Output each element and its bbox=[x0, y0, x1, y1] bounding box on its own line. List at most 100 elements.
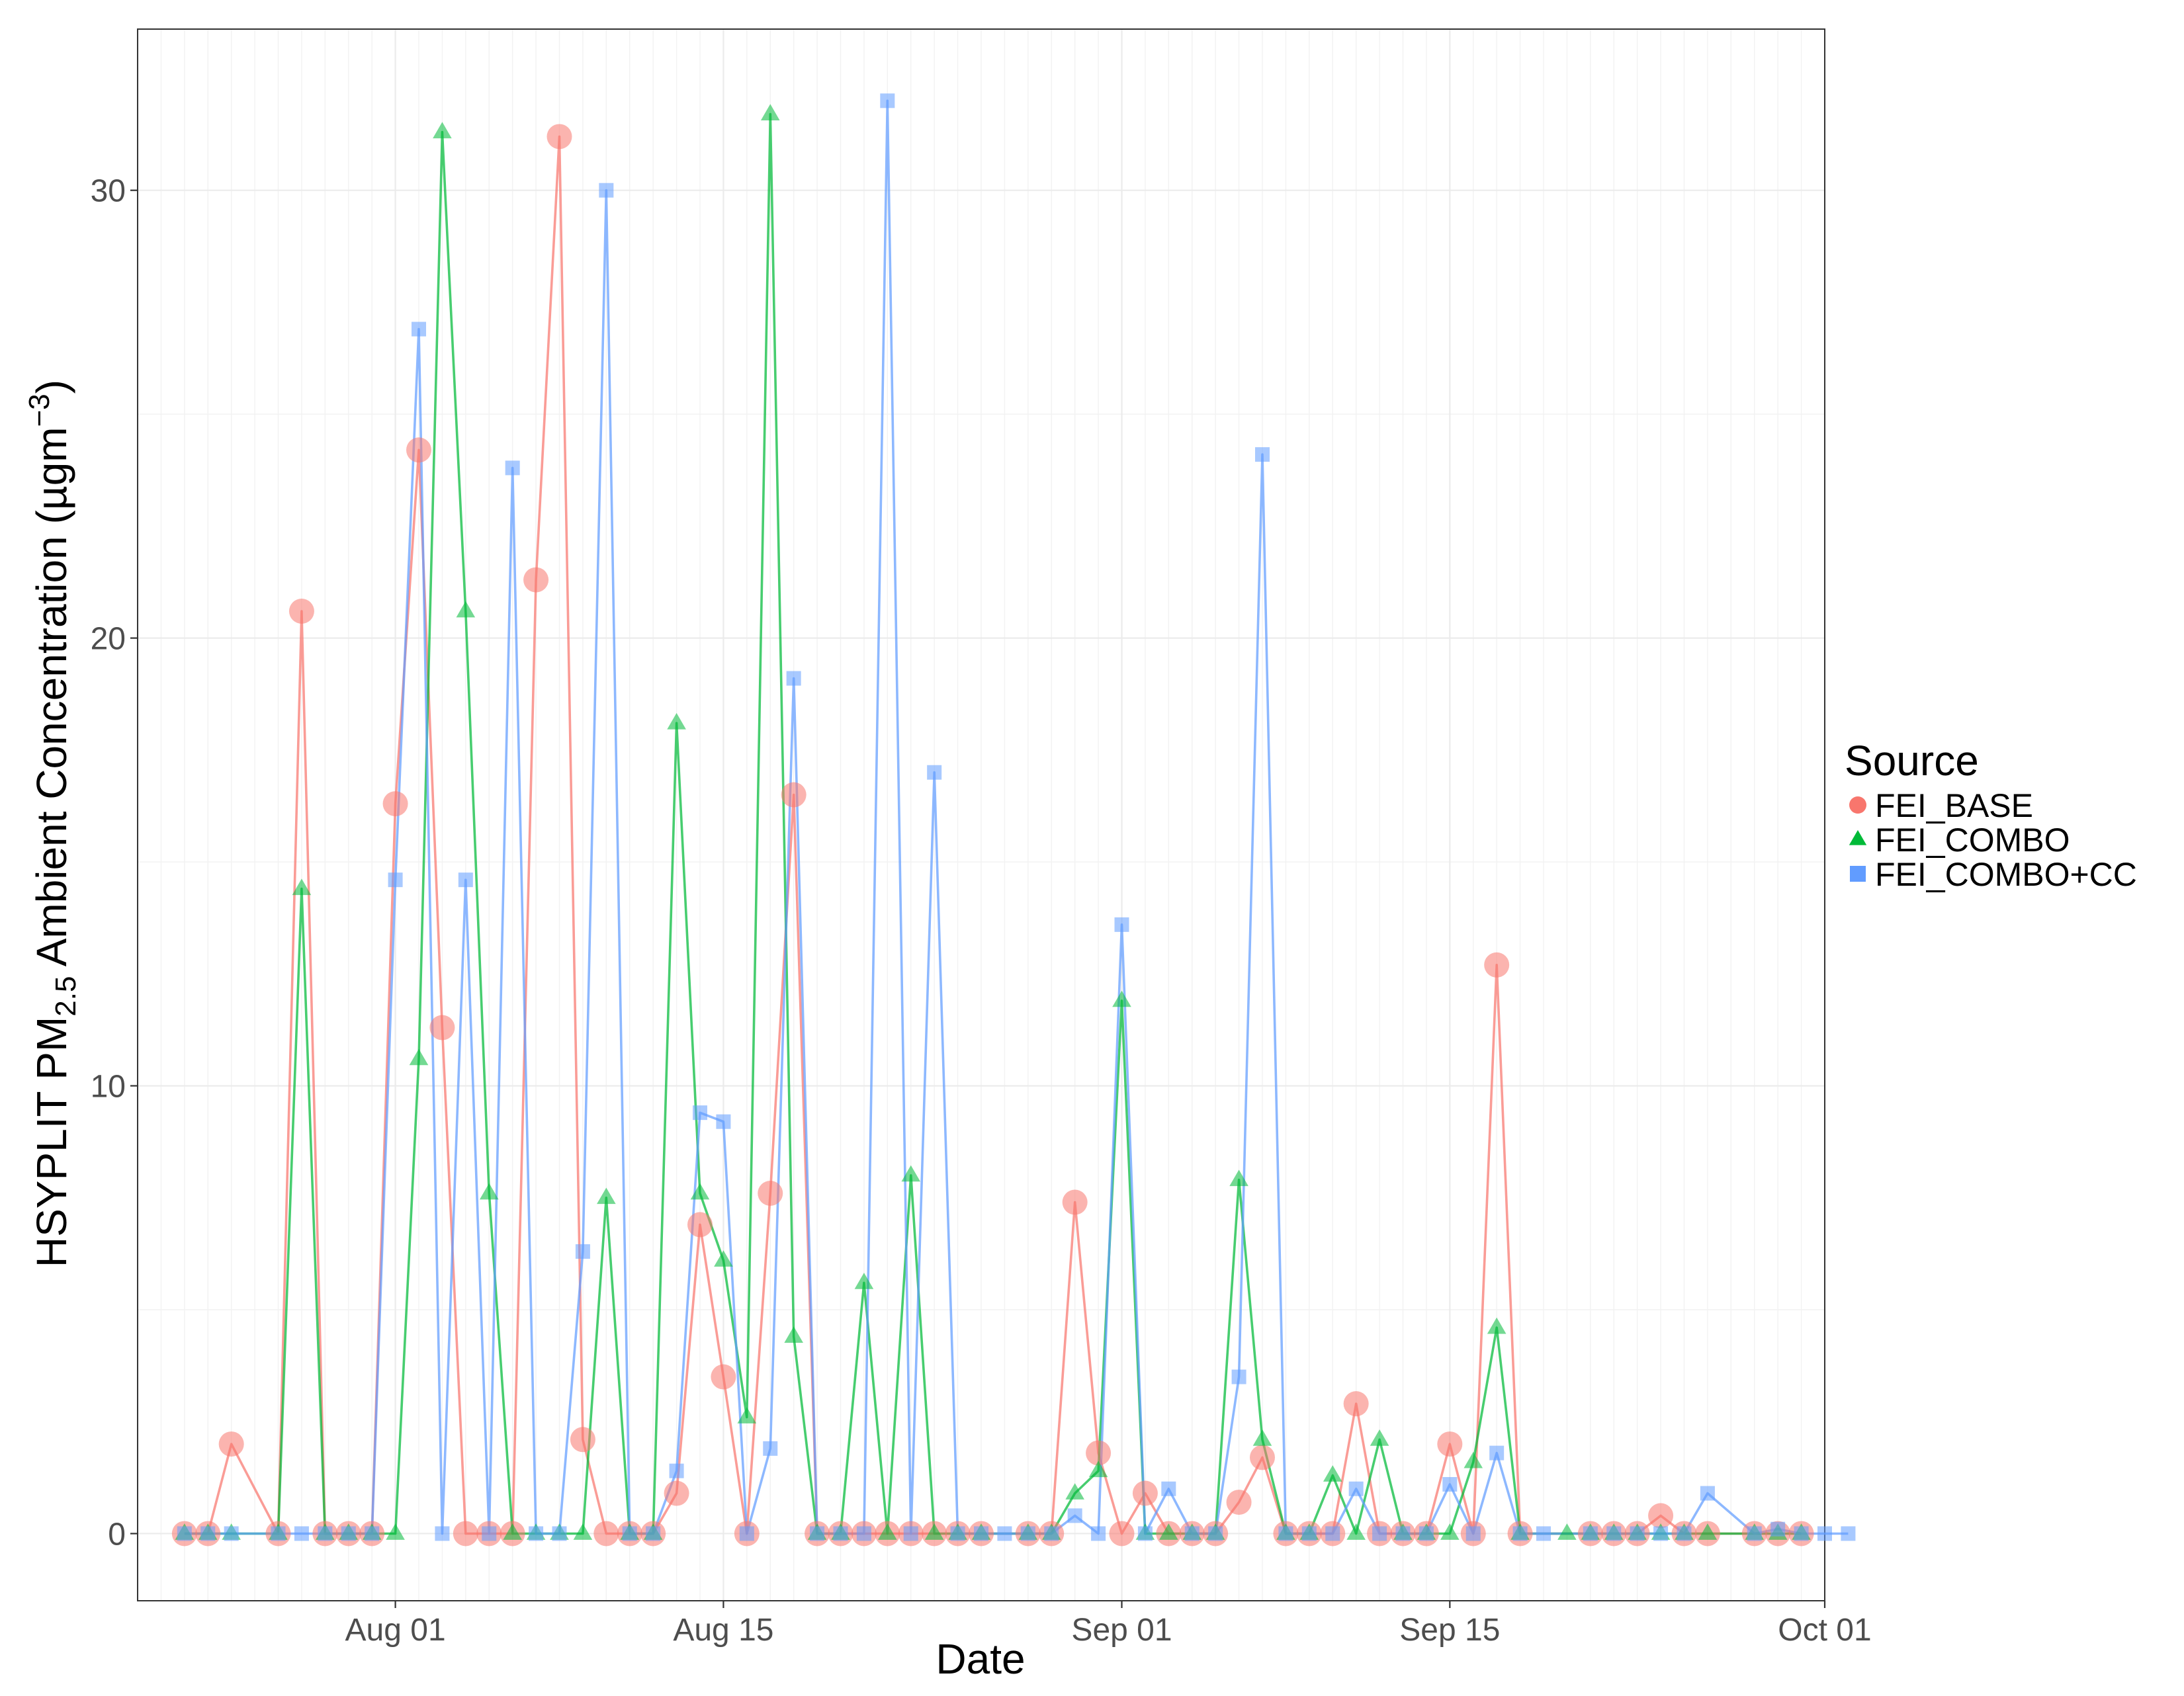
data-point bbox=[1395, 1526, 1411, 1541]
y-axis-title-superscript: −3 bbox=[23, 394, 56, 427]
data-point bbox=[1065, 1483, 1084, 1500]
data-point bbox=[318, 1526, 333, 1541]
data-point bbox=[760, 104, 780, 121]
legend-item: FEI_COMBO bbox=[1849, 822, 2070, 859]
x-tick-label: Oct 01 bbox=[1778, 1613, 1871, 1648]
data-point bbox=[646, 1526, 661, 1541]
data-point bbox=[1484, 952, 1510, 978]
data-point bbox=[482, 1526, 497, 1541]
data-point bbox=[456, 601, 476, 618]
data-point bbox=[1255, 447, 1270, 462]
data-point bbox=[1700, 1486, 1715, 1501]
data-point bbox=[784, 1326, 803, 1343]
data-point bbox=[406, 437, 431, 463]
data-point bbox=[503, 1523, 522, 1540]
data-point bbox=[924, 1523, 944, 1540]
data-point bbox=[1184, 1526, 1200, 1541]
x-tick-label: Aug 15 bbox=[673, 1613, 773, 1648]
data-point bbox=[1323, 1465, 1342, 1482]
data-point bbox=[271, 1526, 286, 1541]
data-point bbox=[1226, 1490, 1252, 1515]
data-point bbox=[687, 1212, 713, 1238]
data-point bbox=[294, 1526, 309, 1541]
data-point bbox=[200, 1526, 216, 1541]
data-point bbox=[1159, 1523, 1178, 1540]
data-point bbox=[1440, 1523, 1460, 1540]
data-point bbox=[1229, 1169, 1248, 1187]
data-point bbox=[1137, 1526, 1153, 1541]
y-axis-title-end: ) bbox=[28, 380, 75, 394]
data-point bbox=[597, 1187, 616, 1205]
data-point bbox=[412, 321, 426, 337]
data-point bbox=[903, 1526, 918, 1541]
data-point bbox=[365, 1526, 380, 1541]
legend-label: FEI_COMBO bbox=[1875, 822, 2070, 859]
data-point bbox=[1208, 1526, 1223, 1541]
y-axis-title-main: HSYPLIT PM bbox=[28, 1017, 75, 1267]
data-point bbox=[1278, 1526, 1293, 1541]
series-markers bbox=[171, 93, 1856, 1547]
y-axis-title-subscript: 2.5 bbox=[50, 976, 82, 1017]
data-point bbox=[1442, 1477, 1458, 1492]
data-point bbox=[1325, 1526, 1340, 1541]
data-point bbox=[1489, 1445, 1505, 1461]
data-point bbox=[505, 460, 520, 476]
y-tick-label: 30 bbox=[91, 174, 126, 209]
data-point bbox=[1161, 1481, 1176, 1496]
data-point bbox=[1301, 1526, 1317, 1541]
data-point bbox=[1067, 1508, 1082, 1523]
data-point bbox=[341, 1526, 356, 1541]
data-point bbox=[1419, 1526, 1434, 1541]
data-point bbox=[950, 1526, 965, 1541]
data-point bbox=[552, 1526, 567, 1541]
data-point bbox=[433, 122, 452, 139]
data-point bbox=[1536, 1526, 1551, 1541]
data-point bbox=[1557, 1523, 1577, 1540]
data-point bbox=[622, 1526, 637, 1541]
x-axis-title: Date bbox=[936, 1635, 1025, 1683]
data-point bbox=[1648, 1503, 1674, 1529]
data-point bbox=[1044, 1526, 1059, 1541]
data-point bbox=[878, 1523, 897, 1540]
data-point bbox=[529, 1526, 544, 1541]
data-point bbox=[1114, 917, 1129, 932]
data-point bbox=[810, 1526, 825, 1541]
x-tick-label: Sep 01 bbox=[1071, 1613, 1172, 1648]
data-point bbox=[1677, 1526, 1692, 1541]
x-tick-label: Aug 01 bbox=[345, 1613, 446, 1648]
data-point bbox=[429, 1015, 455, 1040]
data-point bbox=[739, 1526, 754, 1541]
data-point bbox=[1062, 1189, 1088, 1215]
data-point bbox=[453, 1521, 478, 1547]
legend-key bbox=[1849, 829, 1867, 845]
y-tick-label: 0 bbox=[108, 1517, 126, 1552]
data-point bbox=[1091, 1526, 1106, 1541]
data-point bbox=[546, 124, 572, 149]
data-point bbox=[1747, 1526, 1762, 1541]
data-point bbox=[758, 1181, 783, 1206]
axis-ticks bbox=[130, 189, 1826, 1608]
data-point bbox=[781, 782, 807, 808]
data-point bbox=[854, 1273, 874, 1289]
plot-panel-border bbox=[137, 28, 1825, 1601]
data-point bbox=[224, 1526, 239, 1541]
y-tick-label: 20 bbox=[91, 622, 126, 657]
data-point bbox=[599, 183, 614, 198]
data-point bbox=[386, 1523, 405, 1540]
data-point bbox=[1112, 990, 1131, 1007]
data-point bbox=[1020, 1526, 1035, 1541]
legend-item: FEI_BASE bbox=[1849, 787, 2033, 824]
data-point bbox=[669, 1463, 684, 1478]
data-point bbox=[1132, 1480, 1158, 1506]
data-point bbox=[1372, 1526, 1387, 1541]
series-markers-3 bbox=[177, 93, 1856, 1541]
data-point bbox=[664, 1480, 689, 1506]
data-point bbox=[1698, 1523, 1718, 1540]
data-point bbox=[901, 1165, 921, 1182]
legend-key bbox=[1849, 796, 1866, 814]
y-axis-tick-labels: 0 10 20 30 bbox=[91, 174, 126, 1552]
data-point bbox=[1109, 1521, 1135, 1547]
y-tick-label: 10 bbox=[91, 1070, 126, 1105]
data-point bbox=[667, 712, 686, 730]
